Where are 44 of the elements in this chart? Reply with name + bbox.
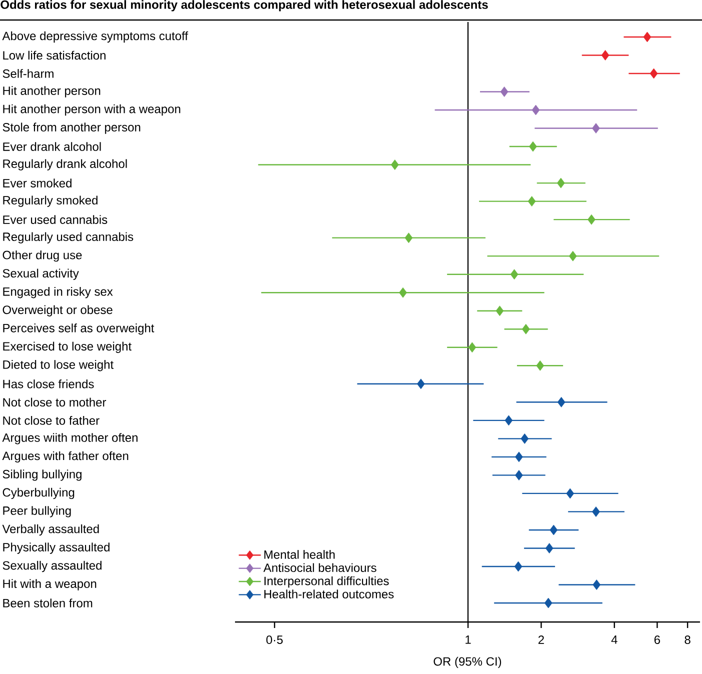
x-tick-label: 6 xyxy=(654,636,660,644)
x-tick-label: 1 xyxy=(466,636,471,644)
y-tick-label: Overweight or obese xyxy=(2,305,112,316)
y-tick-label: Cyberbullying xyxy=(2,488,74,500)
y-tick-label: Other drug use xyxy=(2,250,82,262)
x-tick-label: 2 xyxy=(538,636,544,644)
x-tick-label: 4 xyxy=(611,636,618,644)
y-tick-label: Sexual activity xyxy=(2,268,79,280)
y-tick-label: Perceives self as overweight xyxy=(3,324,154,335)
y-tick-label: Hit another person xyxy=(3,86,100,98)
y-tick-label: Has close friends xyxy=(3,379,94,388)
y-tick-label: Ever drank alcohol xyxy=(3,142,101,151)
x-tick-label: 0·5 xyxy=(266,636,283,644)
y-tick-label: Sexually assaulted xyxy=(2,560,102,572)
y-tick-label: Low life satisfaction xyxy=(3,50,106,60)
y-tick-label: Engaged in risky sex xyxy=(3,287,113,298)
y-tick-label: Been stolen from xyxy=(3,598,92,608)
y-tick-label: Ever used cannabis xyxy=(3,215,108,224)
y-tick-label: Stole from another person xyxy=(2,122,140,134)
chart-title: Odds ratios for sexual minority adolescents compared with heterosexual adolescents xyxy=(0,0,488,12)
y-tick-label: Above depressive symptoms cutoff xyxy=(2,31,188,43)
y-tick-label: Peer bullying xyxy=(3,506,71,518)
y-tick-label: Exercised to lose weight xyxy=(3,342,132,353)
y-tick-label: Argues with father often xyxy=(2,451,128,463)
legend-label: Mental health xyxy=(264,550,335,559)
y-tick-label: Regularly drank alcohol xyxy=(3,159,127,170)
x-axis-title: OR (95% CI) xyxy=(434,656,502,668)
y-tick-label: Verbally assaulted xyxy=(2,524,99,536)
legend-label: Health-related outcomes xyxy=(264,590,394,598)
y-tick-label: Hit another person with a weapon xyxy=(3,104,180,116)
y-tick-label: Physically assaulted xyxy=(3,542,110,554)
y-tick-label: Ever smoked xyxy=(3,178,72,188)
y-tick-label: Self-harm xyxy=(2,69,54,78)
y-tick-label: Dieted to lose weight xyxy=(3,360,114,372)
y-tick-label: Regularly used cannabis xyxy=(3,232,134,244)
y-tick-label: Hit with a weapon xyxy=(3,579,96,590)
y-tick-label: Argues wiith mother often xyxy=(2,433,138,444)
y-tick-label: Not close to mother xyxy=(3,398,106,407)
legend-label: Interpersonal difficulties xyxy=(264,576,389,588)
legend-label: Antisocial behaviours xyxy=(263,563,376,572)
y-tick-label: Regularly smoked xyxy=(3,196,98,207)
x-tick-label: 8 xyxy=(684,636,690,644)
y-tick-label: Sibling bullying xyxy=(2,470,82,481)
y-tick-label: Not close to father xyxy=(3,416,100,425)
